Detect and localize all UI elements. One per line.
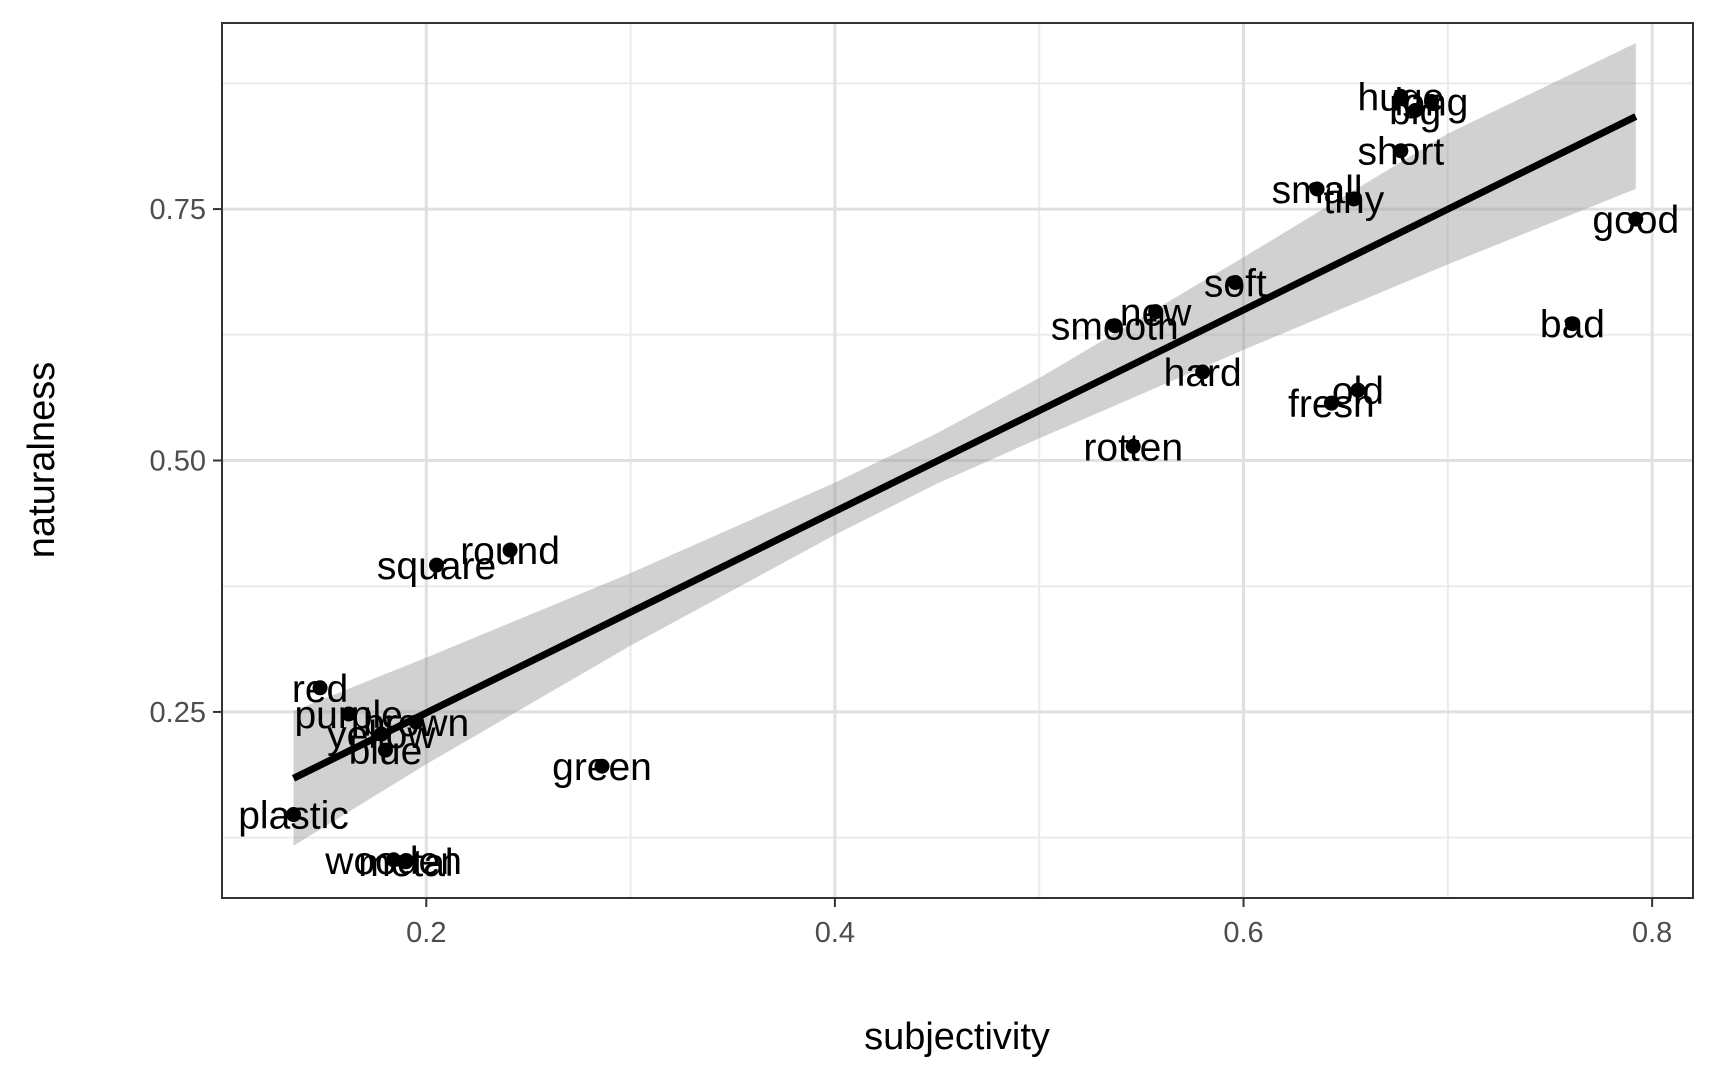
point-label-big: big [1389, 91, 1441, 134]
data-point-round [502, 542, 518, 558]
point-label-good: good [1592, 199, 1679, 242]
point-label-long: long [1395, 81, 1469, 124]
point-label-old: old [1332, 370, 1384, 413]
data-point-new [1148, 304, 1164, 320]
x-axis-title: subjectivity [864, 1016, 1050, 1058]
x-axis-ticks: 0.2 0.4 0.6 0.8 [406, 898, 1672, 949]
x-tick-label: 0.6 [1223, 917, 1263, 949]
data-point-smooth [1107, 318, 1123, 334]
point-label-small: small [1272, 169, 1363, 212]
data-point-brown [408, 714, 424, 730]
data-point-fresh [1323, 395, 1339, 411]
data-point-long [1423, 93, 1439, 109]
point-label-tiny: tiny [1324, 179, 1385, 222]
point-label-new: new [1120, 292, 1192, 335]
data-point-huge [1393, 88, 1409, 104]
point-label-plastic: plastic [238, 795, 349, 838]
data-point-wooden [386, 852, 402, 868]
data-point-red [312, 680, 328, 696]
data-point-good [1628, 211, 1644, 227]
point-label-soft: soft [1204, 262, 1267, 305]
point-label-metal: metal [358, 842, 453, 885]
point-label-rotten: rotten [1083, 426, 1183, 469]
grid [221, 23, 1693, 898]
x-tick-label: 0.8 [1632, 917, 1672, 949]
data-point-blue [377, 742, 393, 758]
point-label-huge: huge [1357, 76, 1444, 119]
point-label-bad: bad [1540, 304, 1605, 347]
point-label-short: short [1357, 131, 1444, 174]
data-point-short [1393, 143, 1409, 159]
data-points [286, 88, 1644, 870]
point-label-round: round [460, 530, 560, 573]
y-axis-ticks: 0.25 0.50 0.75 [150, 194, 222, 729]
data-point-old [1350, 382, 1366, 398]
point-label-smooth: smooth [1051, 306, 1179, 349]
point-label-blue: blue [349, 730, 423, 773]
data-point-tiny [1346, 191, 1362, 207]
data-point-purple [341, 706, 357, 722]
point-label-square: square [377, 545, 496, 588]
data-point-small [1309, 181, 1325, 197]
point-label-purple: purple [294, 694, 402, 737]
y-tick-label: 0.50 [150, 446, 206, 478]
point-label-fresh: fresh [1288, 383, 1375, 426]
point-label-brown: brown [363, 702, 469, 745]
point-label-red: red [292, 668, 348, 711]
data-point-yellow [373, 726, 389, 742]
point-label-green: green [552, 746, 652, 789]
data-point-big [1407, 103, 1423, 118]
data-point-plastic [286, 807, 302, 823]
y-axis-title: naturalness [21, 362, 63, 558]
point-label-wooden: wooden [324, 840, 462, 883]
y-tick-label: 0.25 [150, 697, 206, 729]
regression-line [291, 113, 1638, 782]
point-label-hard: hard [1164, 352, 1242, 395]
data-point-rotten [1125, 438, 1141, 454]
data-point-square [429, 557, 445, 573]
data-point-hard [1195, 364, 1211, 380]
data-point-metal [398, 854, 414, 870]
x-tick-label: 0.4 [815, 917, 855, 949]
point-label-yellow: yellow [327, 714, 436, 757]
x-tick-label: 0.2 [406, 917, 446, 949]
data-point-soft [1227, 274, 1243, 290]
data-point-bad [1564, 316, 1580, 332]
y-tick-label: 0.75 [150, 194, 206, 226]
regression-line-group [291, 113, 1638, 782]
data-point-green [594, 758, 610, 774]
